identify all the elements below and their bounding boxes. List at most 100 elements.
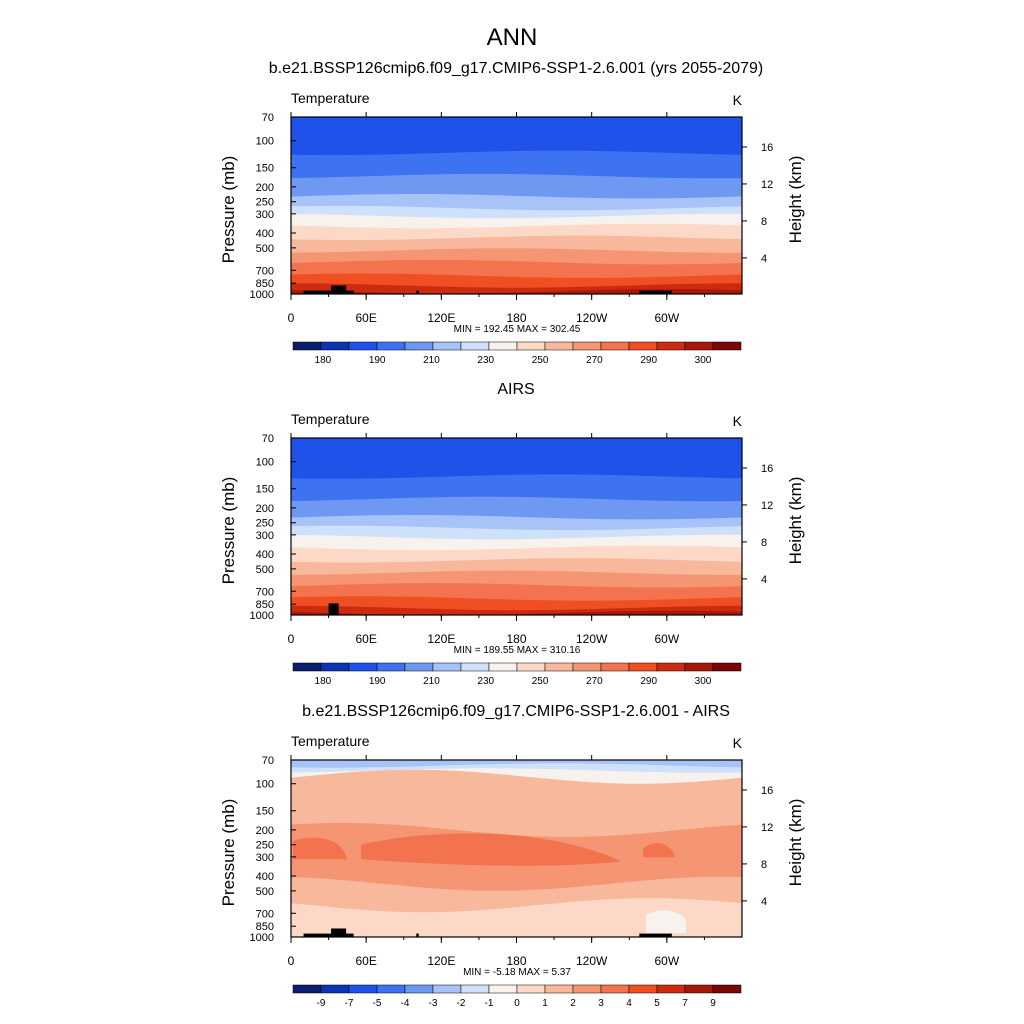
colorbar-label: 210 bbox=[423, 355, 440, 366]
colorbar-swatch bbox=[460, 984, 490, 994]
y-tick-label: 250 bbox=[256, 197, 274, 209]
colorbar-label: 2 bbox=[570, 998, 576, 1009]
y-tick-label: 700 bbox=[256, 265, 274, 277]
colorbar-swatch bbox=[404, 341, 434, 351]
colorbar-swatch bbox=[712, 341, 742, 351]
y-tick-label: 250 bbox=[256, 518, 274, 530]
x-tick-label: 0 bbox=[288, 311, 295, 325]
x-tick-label: 60E bbox=[355, 954, 376, 968]
y-tick-label: 200 bbox=[256, 182, 274, 194]
colorbar-label: -5 bbox=[373, 998, 382, 1009]
height-tick-label: 8 bbox=[761, 537, 767, 549]
colorbar-label: 1 bbox=[542, 998, 548, 1009]
colorbar-label: 230 bbox=[477, 355, 494, 366]
height-tick-label: 12 bbox=[761, 179, 773, 191]
x-tick-label: 180 bbox=[506, 632, 526, 646]
x-tick-label: 120W bbox=[576, 311, 608, 325]
height-tick-label: 4 bbox=[761, 574, 767, 586]
colorbar-swatch bbox=[544, 341, 574, 351]
contour-band bbox=[291, 769, 742, 842]
colorbar-swatch bbox=[488, 341, 518, 351]
y-tick-label: 300 bbox=[256, 209, 274, 221]
topography-mask bbox=[331, 928, 347, 937]
colorbar-swatch bbox=[348, 341, 378, 351]
y-tick-label: 400 bbox=[256, 228, 274, 240]
y-axis-label: Pressure (mb) bbox=[219, 477, 238, 585]
colorbar-swatch bbox=[572, 662, 602, 672]
topography-mask bbox=[303, 933, 354, 937]
colorbar-swatch bbox=[404, 662, 434, 672]
colorbar-label: -3 bbox=[429, 998, 438, 1009]
y-tick-label: 1000 bbox=[250, 932, 274, 944]
colorbar-label: 290 bbox=[640, 676, 657, 687]
y-tick-label: 150 bbox=[256, 806, 274, 818]
colorbar-swatch bbox=[488, 662, 518, 672]
y-tick-label: 100 bbox=[256, 457, 274, 469]
y-tick-label: 850 bbox=[256, 278, 274, 290]
colorbar-swatch bbox=[292, 341, 322, 351]
x-tick-label: 60E bbox=[355, 311, 376, 325]
colorbar-swatch bbox=[460, 662, 490, 672]
y-tick-label: 700 bbox=[256, 908, 274, 920]
units-label: K bbox=[733, 735, 743, 751]
height-tick-label: 16 bbox=[761, 463, 773, 475]
colorbar-swatch bbox=[516, 341, 546, 351]
y-tick-label: 400 bbox=[256, 549, 274, 561]
colorbar-swatch bbox=[684, 662, 714, 672]
y-tick-label: 300 bbox=[256, 852, 274, 864]
colorbar-label: 250 bbox=[532, 355, 549, 366]
colorbar-swatch bbox=[684, 341, 714, 351]
contour-band bbox=[291, 289, 742, 294]
x-tick-label: 0 bbox=[288, 954, 295, 968]
colorbar-swatch bbox=[600, 984, 630, 994]
min-max-label: MIN = -5.18 MAX = 5.37 bbox=[463, 967, 571, 978]
colorbar-label: 210 bbox=[423, 676, 440, 687]
colorbar-swatch bbox=[544, 984, 574, 994]
colorbar-label: 270 bbox=[586, 355, 603, 366]
y-tick-label: 850 bbox=[256, 921, 274, 933]
colorbar-label: 9 bbox=[710, 998, 716, 1009]
topography-mask bbox=[331, 285, 347, 294]
colorbar-swatch bbox=[656, 662, 686, 672]
y-tick-label: 70 bbox=[262, 755, 274, 767]
colorbar-swatch bbox=[628, 341, 658, 351]
colorbar-label: 290 bbox=[640, 355, 657, 366]
colorbar-label: -7 bbox=[345, 998, 354, 1009]
variable-label: Temperature bbox=[291, 733, 370, 749]
y-tick-label: 850 bbox=[256, 599, 274, 611]
colorbar-label: 7 bbox=[682, 998, 688, 1009]
colorbar-swatch bbox=[544, 662, 574, 672]
x-tick-label: 0 bbox=[288, 632, 295, 646]
colorbar-label: 300 bbox=[695, 676, 712, 687]
colorbar-swatch bbox=[712, 662, 742, 672]
colorbar-swatch bbox=[628, 984, 658, 994]
colorbar-label: 300 bbox=[695, 355, 712, 366]
y-tick-label: 500 bbox=[256, 886, 274, 898]
y-tick-label: 250 bbox=[256, 840, 274, 852]
colorbar-label: -4 bbox=[401, 998, 410, 1009]
colorbar-swatch bbox=[376, 662, 406, 672]
topography-mask bbox=[639, 290, 672, 294]
colorbar-label: 3 bbox=[598, 998, 604, 1009]
y-tick-label: 70 bbox=[262, 433, 274, 445]
y-tick-label: 200 bbox=[256, 825, 274, 837]
y-tick-label: 200 bbox=[256, 503, 274, 515]
colorbar-swatch bbox=[292, 662, 322, 672]
colorbar-label: -2 bbox=[457, 998, 466, 1009]
colorbar-swatch bbox=[516, 984, 546, 994]
panel-model: b.e21.BSSP126cmip6.f09_g17.CMIP6-SSP1-2.… bbox=[219, 60, 805, 366]
colorbar-swatch bbox=[376, 341, 406, 351]
warm-core bbox=[293, 837, 347, 860]
warm-core bbox=[361, 833, 621, 866]
y-axis-label: Pressure (mb) bbox=[219, 156, 238, 264]
height-tick-label: 8 bbox=[761, 859, 767, 871]
panel-title: AIRS bbox=[497, 381, 534, 398]
topography-mask bbox=[416, 290, 419, 294]
x-tick-label: 60W bbox=[654, 311, 679, 325]
y-tick-label: 150 bbox=[256, 163, 274, 175]
colorbar-label: 4 bbox=[626, 998, 632, 1009]
x-tick-label: 120E bbox=[427, 311, 455, 325]
colorbar-swatch bbox=[432, 984, 462, 994]
warm-core bbox=[643, 843, 675, 858]
